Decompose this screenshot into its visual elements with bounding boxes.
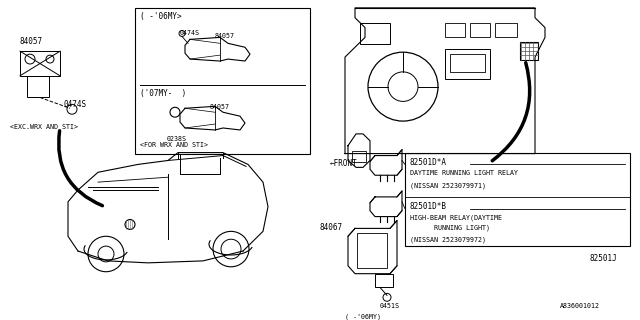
Bar <box>135 8 310 154</box>
Text: 82501J: 82501J <box>590 254 618 263</box>
Text: 82501D*A: 82501D*A <box>410 157 447 166</box>
Text: 84057: 84057 <box>210 104 230 110</box>
Text: (NISSAN 2523079971): (NISSAN 2523079971) <box>410 182 486 188</box>
Bar <box>360 23 390 44</box>
Text: RUNNING LIGHT): RUNNING LIGHT) <box>410 224 490 231</box>
Text: <FOR WRX AND STI>: <FOR WRX AND STI> <box>140 142 208 148</box>
Text: DAYTIME RUNNING LIGHT RELAY: DAYTIME RUNNING LIGHT RELAY <box>410 170 518 176</box>
Text: 84057: 84057 <box>20 37 43 46</box>
Bar <box>357 233 387 268</box>
Bar <box>495 23 517 37</box>
Text: (NISSAN 2523079972): (NISSAN 2523079972) <box>410 236 486 243</box>
Bar <box>405 153 630 246</box>
Text: 0238S: 0238S <box>167 136 187 142</box>
Bar <box>470 23 490 37</box>
Bar <box>445 23 465 37</box>
Bar <box>375 274 393 287</box>
Text: ←FRONT: ←FRONT <box>330 159 358 169</box>
Bar <box>450 54 485 72</box>
Text: 84067: 84067 <box>320 223 343 233</box>
Text: ( -'06MY>: ( -'06MY> <box>140 12 182 21</box>
Text: A836001012: A836001012 <box>560 303 600 309</box>
Bar <box>352 151 366 163</box>
Text: 82501D*B: 82501D*B <box>410 202 447 211</box>
Text: 0474S: 0474S <box>180 29 200 36</box>
Bar <box>445 49 490 79</box>
Text: ('07MY-  ): ('07MY- ) <box>140 89 186 98</box>
Text: <EXC.WRX AND STI>: <EXC.WRX AND STI> <box>10 124 78 130</box>
Text: HIGH-BEAM RELAY(DAYTIME: HIGH-BEAM RELAY(DAYTIME <box>410 215 502 221</box>
Text: 84057: 84057 <box>215 34 235 39</box>
Bar <box>520 42 538 60</box>
Bar <box>27 76 49 98</box>
Bar <box>20 51 60 76</box>
Text: ( -'06MY): ( -'06MY) <box>345 313 381 320</box>
Text: 0474S: 0474S <box>63 100 86 109</box>
Text: 0451S: 0451S <box>380 303 400 309</box>
